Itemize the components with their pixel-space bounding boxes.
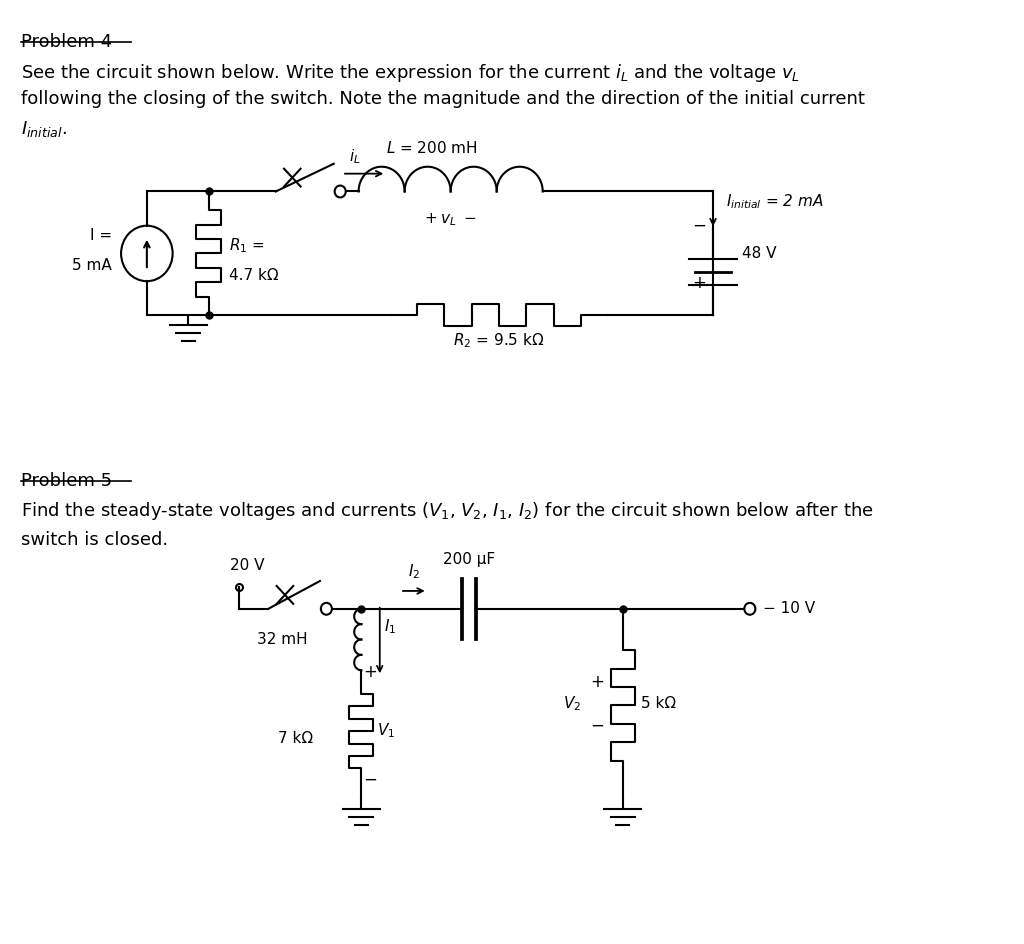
Text: $V_2$: $V_2$: [563, 695, 582, 714]
Text: 48 V: 48 V: [742, 246, 777, 261]
Text: $L$ = 200 mH: $L$ = 200 mH: [386, 140, 478, 156]
Circle shape: [335, 186, 346, 197]
Text: switch is closed.: switch is closed.: [20, 531, 168, 549]
Text: See the circuit shown below. Write the expression for the current $\mathit{i_L}$: See the circuit shown below. Write the e…: [20, 61, 800, 84]
Text: $I_{initial}$ = 2 mA: $I_{initial}$ = 2 mA: [726, 192, 823, 211]
Text: 20 V: 20 V: [229, 558, 264, 573]
Text: $i_L$: $i_L$: [349, 147, 360, 166]
Text: Problem 4: Problem 4: [20, 33, 112, 51]
Text: 7 kΩ: 7 kΩ: [279, 731, 313, 746]
Text: $I_1$: $I_1$: [384, 617, 396, 636]
Text: 200 μF: 200 μF: [443, 552, 496, 567]
Text: −: −: [364, 770, 378, 788]
Text: $V_1$: $V_1$: [377, 721, 395, 740]
Circle shape: [744, 603, 756, 615]
Text: $+ \; v_L \; -$: $+ \; v_L \; -$: [424, 211, 477, 228]
Text: 5 mA: 5 mA: [72, 258, 112, 273]
Text: I =: I =: [90, 228, 112, 244]
Text: +: +: [590, 673, 604, 691]
Text: following the closing of the switch. Note the magnitude and the direction of the: following the closing of the switch. Not…: [20, 91, 864, 109]
Text: $R_1$ =: $R_1$ =: [228, 236, 264, 255]
Text: $R_2$ = 9.5 kΩ: $R_2$ = 9.5 kΩ: [454, 331, 545, 350]
Text: −: −: [590, 716, 604, 734]
Circle shape: [321, 603, 332, 615]
Text: Find the steady-state voltages and currents ($V_1$, $V_2$, $I_1$, $I_2$) for the: Find the steady-state voltages and curre…: [20, 499, 873, 522]
Text: 32 mH: 32 mH: [257, 632, 308, 647]
Text: −: −: [692, 217, 707, 235]
Text: +: +: [364, 664, 378, 682]
Text: − 10 V: − 10 V: [763, 601, 815, 616]
Text: $I_2$: $I_2$: [408, 563, 420, 581]
Text: Problem 5: Problem 5: [20, 472, 112, 490]
Text: 4.7 kΩ: 4.7 kΩ: [228, 268, 279, 283]
Text: +: +: [692, 274, 707, 293]
Text: 5 kΩ: 5 kΩ: [641, 697, 676, 712]
Text: $\mathit{I_{initial}}$.: $\mathit{I_{initial}}$.: [20, 119, 67, 139]
